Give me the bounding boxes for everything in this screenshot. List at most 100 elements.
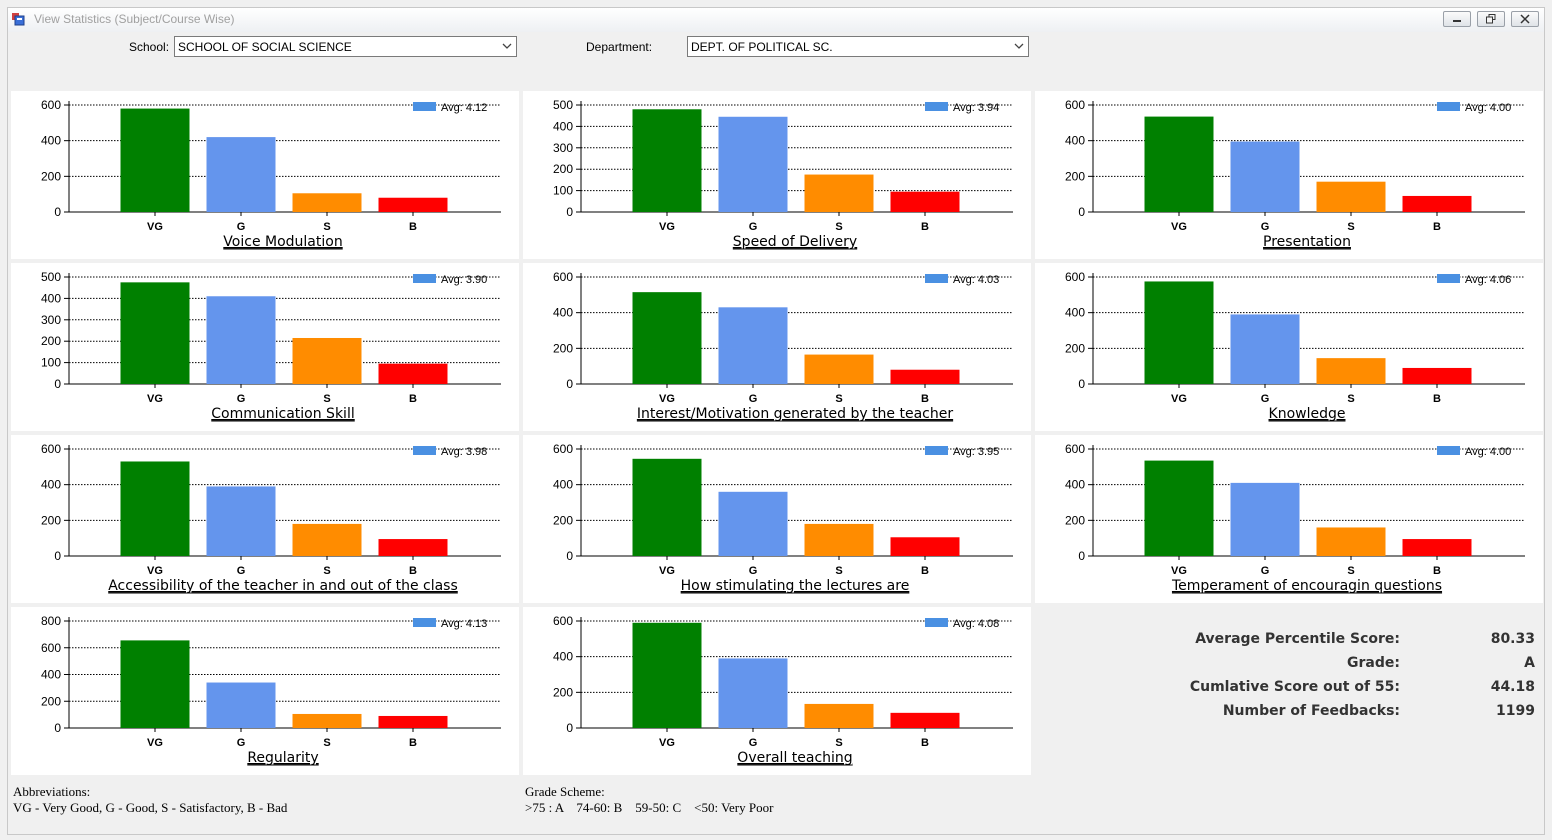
bar-b: [378, 197, 448, 212]
bar-vg: [632, 622, 702, 728]
y-tick-label: 0: [1078, 377, 1085, 391]
y-tick-label: 400: [1065, 478, 1085, 492]
y-tick-label: 200: [1065, 513, 1085, 527]
x-tick-label: VG: [147, 737, 163, 749]
bar-vg: [120, 640, 190, 728]
y-tick-label: 400: [41, 478, 61, 492]
bar-g: [718, 116, 788, 212]
bar-b: [378, 539, 448, 556]
bar-b: [378, 715, 448, 728]
legend-label: Avg: 4.00: [1465, 102, 1511, 114]
chart-panel-stimulating-lectures: 0 200 400 600 VG G S B Avg: 3.95 How stimulating …: [523, 435, 1031, 603]
chart-title: Speed of Delivery: [733, 234, 857, 250]
abbreviations-text: VG - Very Good, G - Good, S - Satisfacto…: [13, 800, 288, 815]
legend-swatch: [925, 618, 948, 627]
summary-label: Cumlative Score out of 55:: [1189, 679, 1400, 695]
x-tick-label: S: [1347, 393, 1354, 405]
department-label: Department:: [586, 40, 653, 54]
minimize-button[interactable]: [1443, 11, 1471, 27]
chart-panel-accessibility: 0 200 400 600 VG G S B Avg: 3.98 Accessibility of…: [11, 435, 519, 603]
app-icon: [12, 13, 25, 26]
bar-b: [890, 191, 960, 212]
legend-swatch: [1437, 446, 1460, 455]
chart-svg: 0 200 400 600 VG G S B Avg: 4.00 Temperament of e…: [1065, 442, 1525, 594]
chart-title: Voice Modulation: [223, 234, 342, 250]
close-icon: [1520, 14, 1530, 24]
x-tick-label: B: [921, 737, 929, 749]
y-tick-label: 600: [1065, 98, 1085, 112]
y-tick-label: 0: [1078, 205, 1085, 219]
bar-s: [804, 703, 874, 728]
x-tick-label: S: [323, 737, 330, 749]
x-tick-label: S: [1347, 221, 1354, 233]
chart-title: Presentation: [1263, 234, 1351, 250]
y-tick-label: 600: [41, 641, 61, 655]
school-select[interactable]: SCHOOL OF SOCIAL SCIENCE: [174, 36, 517, 57]
statistics-window: View Statistics (Subject/Course Wise) Sc…: [7, 7, 1545, 835]
y-tick-label: 400: [553, 650, 573, 664]
summary-row-percentile: Average Percentile Score: 80.33: [1025, 631, 1545, 655]
bar-vg: [120, 282, 190, 384]
x-tick-label: G: [749, 737, 758, 749]
y-tick-label: 200: [41, 169, 61, 183]
title-bar[interactable]: View Statistics (Subject/Course Wise): [8, 8, 1544, 32]
department-select[interactable]: DEPT. OF POLITICAL SC.: [687, 36, 1029, 57]
restore-button[interactable]: [1477, 11, 1505, 27]
chart-panel-voice-modulation: 0 200 400 600 VG G S B Avg: 4.12 Voice Modulation: [11, 91, 519, 259]
x-tick-label: B: [1433, 393, 1441, 405]
chart-panel-speed-of-delivery: 0 100 200 300 400 500 VG G S B Avg: 3.94 Speed of D…: [523, 91, 1031, 259]
chart-svg: 0 100 200 300 400 500 VG G S B Avg: 3.94 Speed of D…: [553, 98, 1013, 250]
summary-row-cumulative: Cumlative Score out of 55: 44.18: [1025, 679, 1545, 703]
x-tick-label: S: [1347, 565, 1354, 577]
x-tick-label: G: [1261, 393, 1270, 405]
chart-panel-knowledge: 0 200 400 600 VG G S B Avg: 4.06 Knowledge: [1035, 263, 1543, 431]
bar-s: [292, 193, 362, 212]
grade-scheme-legend: Grade Scheme: >75 : A 74-60: B 59-50: C …: [525, 784, 773, 816]
x-tick-label: S: [835, 221, 842, 233]
school-label: School:: [129, 40, 170, 54]
y-tick-label: 300: [553, 141, 573, 155]
chart-title: Communication Skill: [211, 406, 354, 422]
bar-g: [718, 491, 788, 556]
chart-svg: 0 200 400 600 VG G S B Avg: 3.95 How stimulating …: [553, 442, 1013, 594]
legend-swatch: [413, 274, 436, 283]
minimize-icon: [1453, 20, 1461, 22]
x-tick-label: G: [749, 565, 758, 577]
grade-scheme-text: >75 : A 74-60: B 59-50: C <50: Very Poor: [525, 800, 774, 815]
x-tick-label: VG: [659, 565, 675, 577]
chart-title: Regularity: [247, 750, 318, 766]
summary-row-feedbacks: Number of Feedbacks: 1199: [1025, 703, 1545, 727]
chart-panel-temperament: 0 200 400 600 VG G S B Avg: 4.00 Temperament of e…: [1035, 435, 1543, 603]
bar-s: [1316, 527, 1386, 556]
summary-label: Grade:: [1347, 655, 1400, 671]
y-tick-label: 200: [553, 685, 573, 699]
y-tick-label: 600: [553, 270, 573, 284]
y-tick-label: 400: [553, 478, 573, 492]
y-tick-label: 600: [553, 614, 573, 628]
legend-label: Avg: 3.98: [441, 446, 487, 458]
abbreviations-heading: Abbreviations:: [13, 784, 91, 799]
chart-panel-interest-motivation: 0 200 400 600 VG G S B Avg: 4.03 Interest/Motivat…: [523, 263, 1031, 431]
legend-swatch: [413, 102, 436, 111]
y-tick-label: 0: [566, 377, 573, 391]
y-tick-label: 100: [41, 356, 61, 370]
y-tick-label: 200: [41, 513, 61, 527]
y-tick-label: 400: [1065, 134, 1085, 148]
y-tick-label: 200: [553, 341, 573, 355]
bar-g: [206, 486, 276, 556]
y-tick-label: 600: [553, 442, 573, 456]
x-tick-label: B: [1433, 565, 1441, 577]
bar-s: [292, 523, 362, 556]
close-button[interactable]: [1511, 11, 1539, 27]
chart-title: Temperament of encouragin questions: [1171, 578, 1442, 594]
y-tick-label: 500: [41, 270, 61, 284]
y-tick-label: 600: [41, 98, 61, 112]
chart-title: Interest/Motivation generated by the tea…: [637, 406, 953, 422]
legend-label: Avg: 4.08: [953, 618, 999, 630]
x-tick-label: S: [323, 565, 330, 577]
x-tick-label: G: [237, 393, 246, 405]
x-tick-label: S: [323, 221, 330, 233]
bar-vg: [120, 108, 190, 212]
chart-svg: 0 200 400 600 VG G S B Avg: 3.98 Accessibility of…: [41, 442, 501, 594]
y-tick-label: 100: [553, 184, 573, 198]
